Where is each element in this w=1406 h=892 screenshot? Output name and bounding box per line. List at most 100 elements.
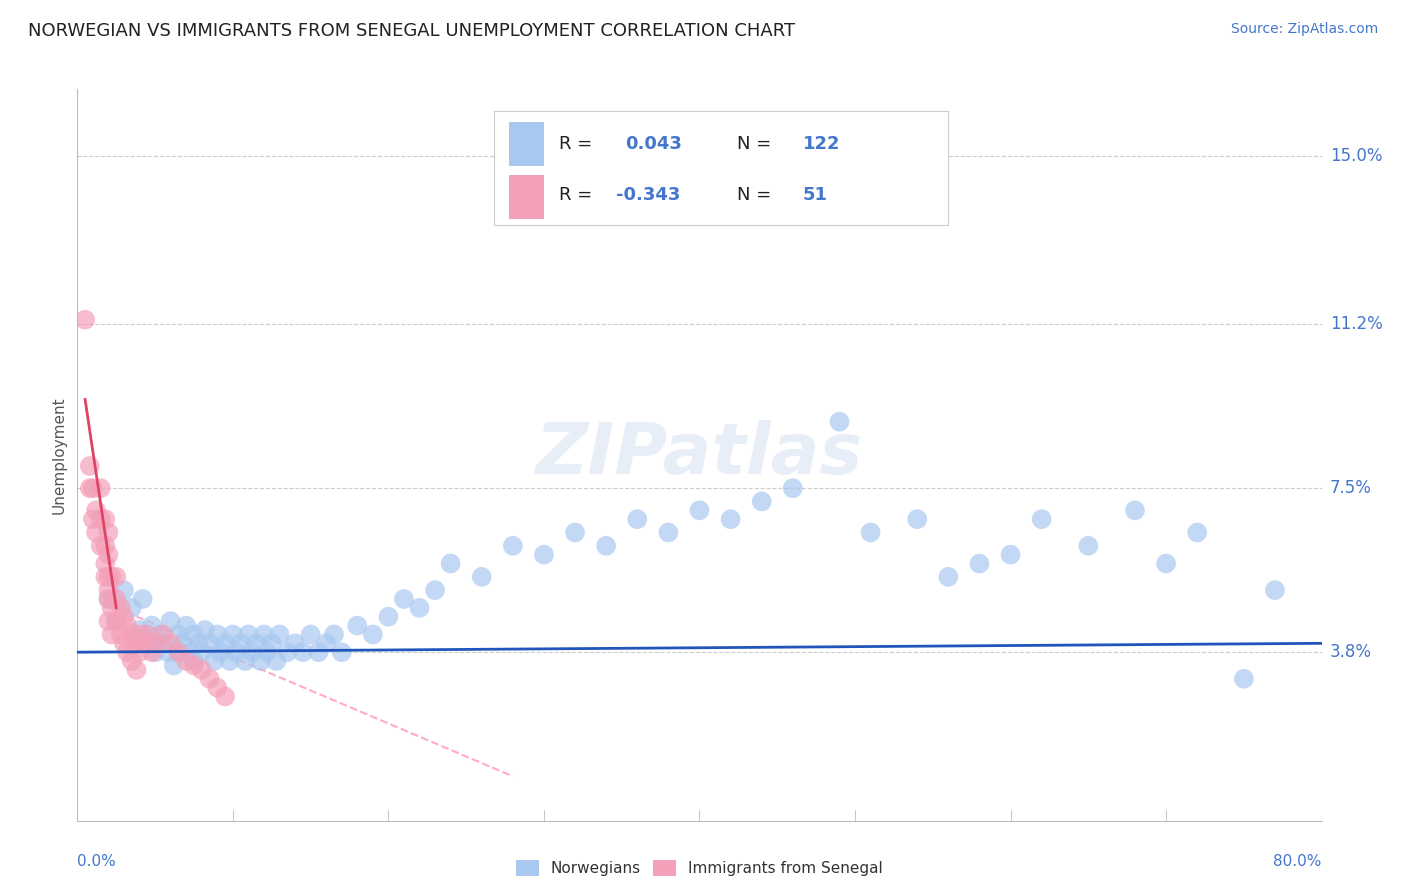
Point — [330, 645, 353, 659]
Point — [260, 636, 283, 650]
Text: 0.0%: 0.0% — [77, 854, 117, 869]
Point — [84, 525, 107, 540]
Point — [97, 548, 120, 562]
Point — [240, 645, 263, 659]
Text: 51: 51 — [803, 186, 828, 204]
Point — [143, 636, 166, 650]
Point — [105, 614, 128, 628]
Text: NORWEGIAN VS IMMIGRANTS FROM SENEGAL UNEMPLOYMENT CORRELATION CHART: NORWEGIAN VS IMMIGRANTS FROM SENEGAL UNE… — [28, 22, 796, 40]
Point — [94, 539, 117, 553]
Point — [115, 618, 138, 632]
Point — [657, 525, 679, 540]
Point — [269, 627, 291, 641]
Point — [90, 539, 112, 553]
Point — [198, 636, 221, 650]
Point — [159, 614, 181, 628]
Point — [502, 539, 524, 553]
Point — [167, 645, 190, 659]
Point — [1264, 583, 1286, 598]
Point — [253, 627, 276, 641]
Point — [225, 645, 247, 659]
Point — [90, 481, 112, 495]
Point — [97, 583, 120, 598]
Text: N =: N = — [737, 135, 776, 153]
Text: ZIPatlas: ZIPatlas — [536, 420, 863, 490]
Point — [408, 600, 430, 615]
Point — [128, 627, 150, 641]
Point — [207, 681, 229, 695]
Point — [198, 672, 221, 686]
Point — [105, 614, 128, 628]
Point — [128, 623, 150, 637]
Point — [121, 600, 143, 615]
Point — [97, 614, 120, 628]
Text: R =: R = — [558, 135, 598, 153]
Text: N =: N = — [737, 186, 776, 204]
Point — [90, 512, 112, 526]
Point — [564, 525, 586, 540]
Point — [100, 570, 122, 584]
Point — [238, 627, 260, 641]
Point — [97, 570, 120, 584]
Point — [174, 618, 197, 632]
Point — [94, 512, 117, 526]
Point — [141, 618, 163, 632]
Point — [315, 636, 337, 650]
Text: 11.2%: 11.2% — [1330, 315, 1382, 333]
Point — [1233, 672, 1256, 686]
Point — [97, 592, 120, 607]
Point — [82, 481, 104, 495]
Text: 15.0%: 15.0% — [1330, 146, 1382, 165]
Point — [214, 690, 236, 704]
Text: 7.5%: 7.5% — [1330, 479, 1372, 497]
Point — [751, 494, 773, 508]
Text: 3.8%: 3.8% — [1330, 643, 1372, 661]
Point — [159, 636, 181, 650]
Point — [595, 539, 617, 553]
Point — [1187, 525, 1209, 540]
Point — [626, 512, 648, 526]
Point — [110, 627, 132, 641]
Point — [79, 458, 101, 473]
Point — [94, 570, 117, 584]
Point — [141, 645, 163, 659]
Point — [194, 623, 217, 637]
Point — [222, 627, 245, 641]
Point — [782, 481, 804, 495]
Point — [828, 415, 851, 429]
Text: Source: ZipAtlas.com: Source: ZipAtlas.com — [1230, 22, 1378, 37]
Point — [152, 636, 174, 650]
Point — [245, 636, 267, 650]
FancyBboxPatch shape — [509, 175, 544, 219]
Point — [100, 627, 122, 641]
Point — [202, 654, 225, 668]
Point — [256, 645, 278, 659]
Point — [149, 627, 172, 641]
Point — [938, 570, 960, 584]
Point — [156, 645, 179, 659]
Point — [266, 654, 288, 668]
Point — [112, 636, 135, 650]
Text: -0.343: -0.343 — [616, 186, 681, 204]
Point — [361, 627, 384, 641]
Point — [1154, 557, 1177, 571]
Point — [75, 312, 97, 326]
Point — [167, 645, 190, 659]
Point — [82, 512, 104, 526]
Point — [94, 557, 117, 571]
Point — [209, 645, 232, 659]
Point — [125, 636, 148, 650]
Point — [112, 583, 135, 598]
FancyBboxPatch shape — [494, 112, 949, 225]
Point — [859, 525, 882, 540]
Point — [299, 627, 322, 641]
Legend: Norwegians, Immigrants from Senegal: Norwegians, Immigrants from Senegal — [510, 855, 889, 882]
Point — [172, 636, 194, 650]
Point — [276, 645, 298, 659]
Point — [191, 645, 214, 659]
Point — [143, 645, 166, 659]
Point — [125, 663, 148, 677]
Point — [229, 636, 252, 650]
Point — [97, 592, 120, 607]
Y-axis label: Unemployment: Unemployment — [51, 396, 66, 514]
